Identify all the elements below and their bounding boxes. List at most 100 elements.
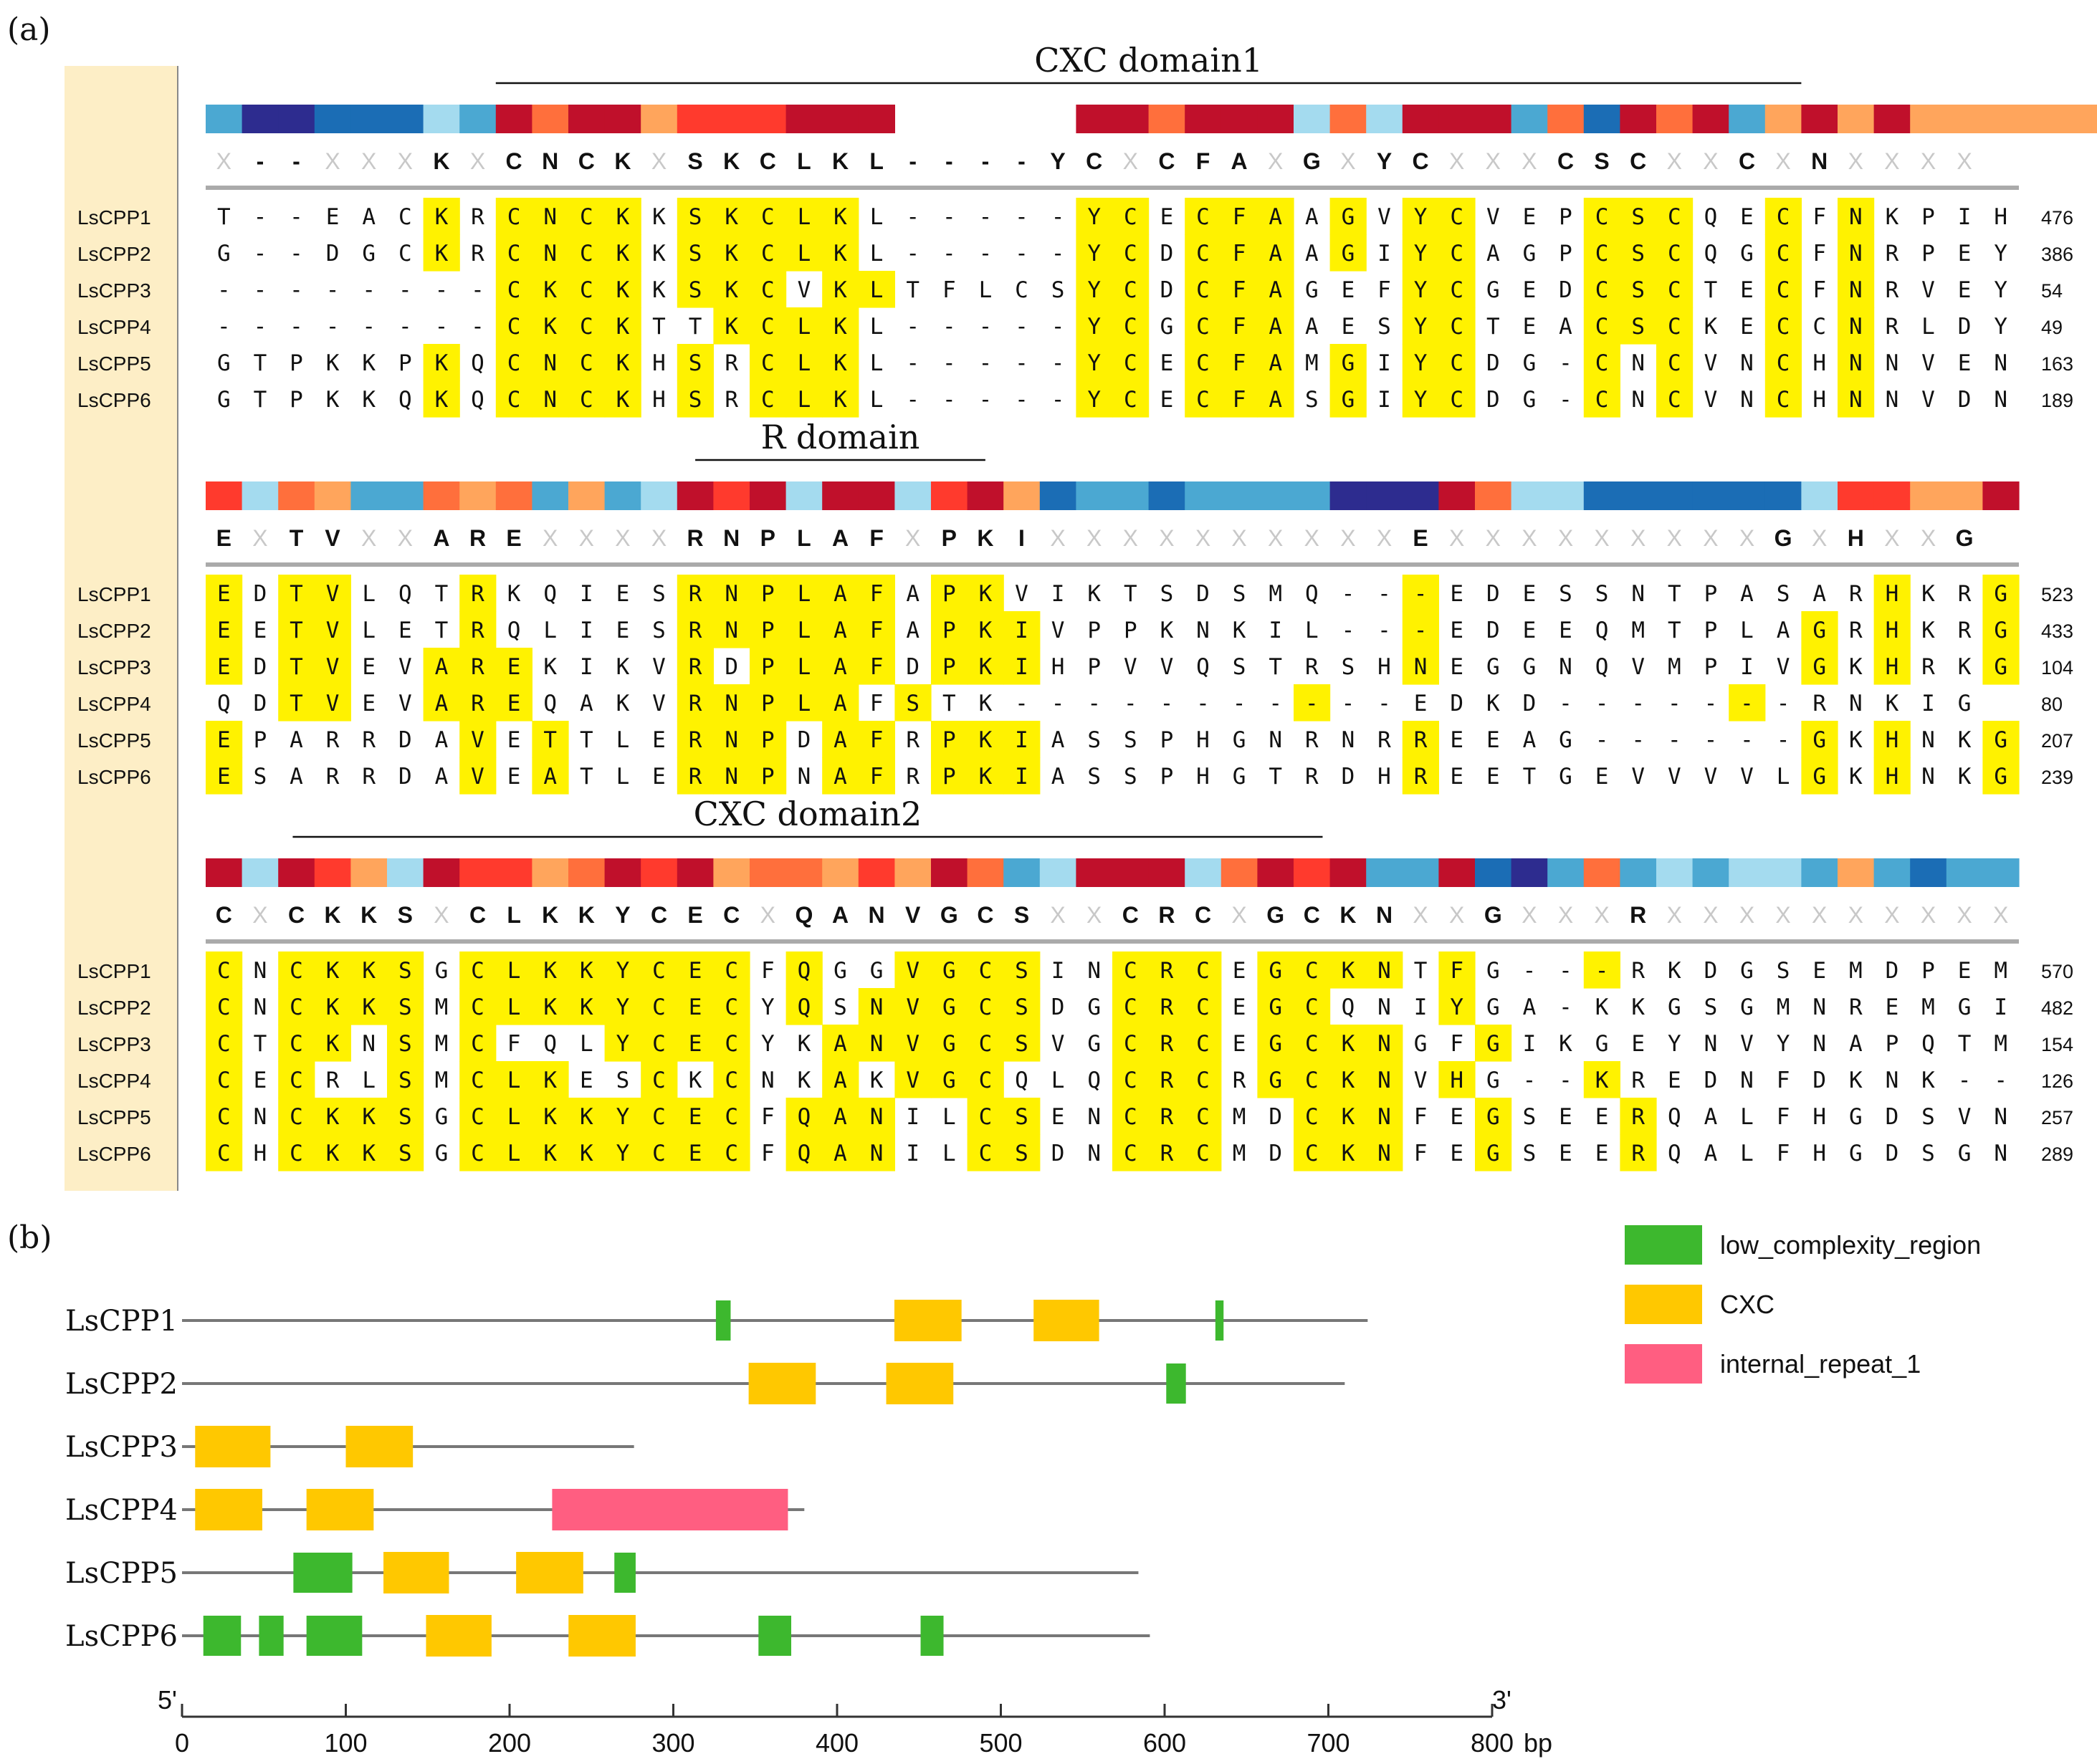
conserved-highlight (459, 1025, 497, 1062)
residue: N (1886, 350, 1899, 376)
residue: K (1342, 1104, 1355, 1130)
conserved-highlight (858, 1025, 895, 1062)
conservation-cell (242, 858, 279, 887)
residue: R (1886, 314, 1899, 340)
consensus-residue: X (1812, 902, 1827, 928)
residue: G (435, 1141, 449, 1166)
residue: T (652, 314, 666, 340)
conserved-highlight (677, 271, 714, 308)
residue: C (1777, 204, 1790, 230)
residue: A (1559, 314, 1572, 340)
conserved-highlight (1438, 234, 1476, 272)
residue: N (1414, 654, 1428, 680)
consensus-residue: C (651, 902, 667, 928)
residue: D (1160, 277, 1174, 303)
conservation-cell (1112, 105, 1150, 133)
residue: K (362, 958, 376, 984)
conservation-cell (1547, 481, 1585, 510)
residue: E (1740, 314, 1754, 340)
conserved-highlight (1402, 648, 1439, 685)
residue: K (1849, 654, 1863, 680)
conserved-highlight (423, 198, 460, 235)
consensus-residue: N (723, 525, 740, 551)
residue: G (1342, 241, 1355, 267)
residue: E (1595, 1104, 1609, 1130)
residue: R (1233, 1068, 1246, 1093)
residue: P (1559, 204, 1572, 230)
residue: F (870, 691, 884, 716)
consensus-residue: X (398, 525, 413, 551)
conserved-highlight (967, 757, 1004, 795)
residue: Q (471, 387, 484, 413)
conserved-highlight (713, 1025, 750, 1062)
conserved-highlight (1656, 234, 1694, 272)
residue: R (1849, 581, 1863, 607)
residue: N (1377, 1104, 1391, 1130)
consensus-residue: S (687, 148, 702, 174)
residue: - (1015, 204, 1028, 230)
residue: S (1015, 994, 1028, 1020)
end-position: 54 (2041, 280, 2063, 302)
residue: - (979, 204, 993, 230)
residue: C (652, 1104, 666, 1130)
residue: K (507, 581, 521, 607)
conserved-highlight (1982, 648, 2020, 685)
end-position: 126 (2041, 1070, 2073, 1092)
conserved-highlight (822, 684, 859, 722)
residue: M (1994, 958, 2007, 984)
conserved-highlight (1112, 988, 1150, 1025)
residue: E (616, 581, 630, 607)
conserved-highlight (1076, 198, 1113, 235)
residue: N (1849, 350, 1863, 376)
residue: L (870, 350, 884, 376)
protein-name: LsCPP2 (65, 1368, 178, 1401)
residue: N (1740, 387, 1754, 413)
residue: G (942, 958, 956, 984)
alignment-row: LsCPP1 T - - E A C K R C N C K K S K C L K L - - - - - Y C E C F A A G V Y… (77, 198, 2073, 235)
consensus-residue: X (1123, 525, 1138, 551)
conserved-highlight (967, 648, 1004, 685)
residue: K (1886, 204, 1899, 230)
residue: K (652, 277, 666, 303)
conserved-highlight (1801, 721, 1838, 758)
residue: N (543, 204, 557, 230)
residue: K (1958, 727, 1972, 753)
residue: A (1051, 764, 1065, 790)
residue: - (979, 387, 993, 413)
consensus-residue: G (940, 902, 958, 928)
residue: K (362, 994, 376, 1020)
residue: D (1486, 350, 1500, 376)
conservation-cell (532, 481, 569, 510)
residue: - (1051, 241, 1065, 267)
consensus-residue: E (506, 525, 521, 551)
residue: S (1631, 314, 1645, 340)
conserved-highlight (459, 1061, 497, 1098)
conservation-cell (1438, 481, 1476, 510)
residue: K (833, 314, 847, 340)
residue: K (580, 1141, 593, 1166)
protein-track: LsCPP4 (65, 1489, 805, 1530)
residue: - (471, 314, 484, 340)
conserved-highlight (387, 1098, 424, 1135)
conserved-highlight (858, 648, 895, 685)
conserved-highlight (641, 1134, 678, 1171)
residue: C (1450, 241, 1463, 267)
conserved-highlight (278, 951, 315, 989)
residue: P (1559, 241, 1572, 267)
residue: G (1269, 994, 1282, 1020)
legend-item: internal_repeat_1 (1625, 1344, 1921, 1384)
residue: T (254, 1031, 267, 1057)
residue: K (543, 958, 557, 984)
residue: D (1160, 241, 1174, 267)
residue: A (1269, 277, 1282, 303)
residue: Y (616, 958, 630, 984)
residue: G (1523, 241, 1537, 267)
residue: S (398, 994, 412, 1020)
conserved-highlight (713, 684, 750, 722)
residue: E (1740, 277, 1754, 303)
conserved-highlight (568, 271, 606, 308)
residue: E (507, 691, 521, 716)
residue: C (1305, 994, 1319, 1020)
residue: H (1812, 1141, 1826, 1166)
